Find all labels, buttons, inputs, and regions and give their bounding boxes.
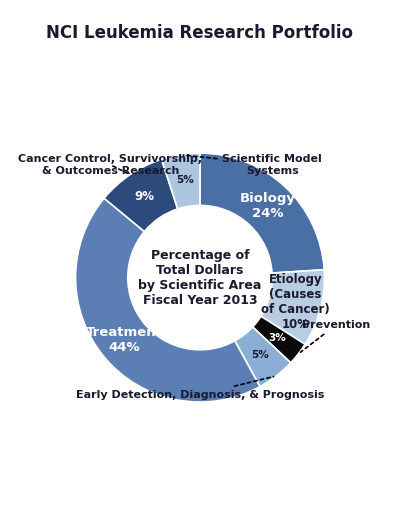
Text: 3%: 3% — [269, 333, 286, 343]
Text: Cancer Control, Survivorship,
& Outcomes Research: Cancer Control, Survivorship, & Outcomes… — [18, 154, 202, 176]
Wedge shape — [261, 270, 324, 344]
Wedge shape — [104, 159, 178, 231]
Text: Prevention: Prevention — [300, 320, 370, 352]
Wedge shape — [200, 153, 324, 273]
Text: 5%: 5% — [176, 176, 194, 185]
Text: Treatment
44%: Treatment 44% — [86, 326, 163, 354]
Text: NCI Leukemia Research Portfolio: NCI Leukemia Research Portfolio — [46, 24, 354, 42]
Wedge shape — [76, 198, 260, 402]
Wedge shape — [253, 316, 305, 363]
Text: Etiology
(Causes
of Cancer)
10%: Etiology (Causes of Cancer) 10% — [261, 273, 330, 331]
Text: Early Detection, Diagnosis, & Prognosis: Early Detection, Diagnosis, & Prognosis — [76, 376, 324, 399]
Wedge shape — [162, 153, 200, 209]
Text: 9%: 9% — [135, 190, 155, 203]
Text: Percentage of
Total Dollars
by Scientific Area
Fiscal Year 2013: Percentage of Total Dollars by Scientifi… — [138, 249, 262, 307]
Text: Biology
24%: Biology 24% — [239, 192, 295, 220]
Text: Scientific Model
Systems: Scientific Model Systems — [183, 154, 322, 176]
Text: 5%: 5% — [251, 350, 269, 360]
Wedge shape — [235, 327, 291, 387]
